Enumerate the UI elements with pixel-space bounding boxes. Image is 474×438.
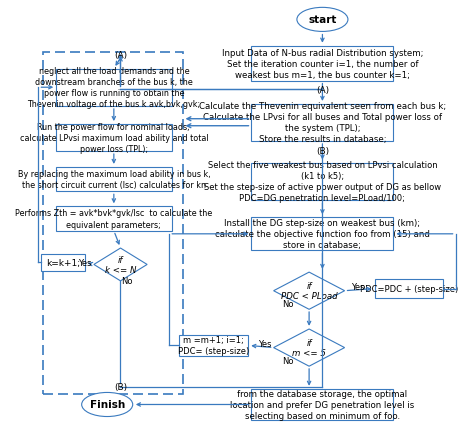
Text: No: No (282, 357, 293, 365)
Text: if
k <= N: if k <= N (105, 255, 136, 275)
Text: (B): (B) (114, 383, 127, 392)
Text: Run the power flow for nominal loads;
calculate LPvsi maximum load ability and t: Run the power flow for nominal loads; ca… (19, 123, 208, 154)
Text: (A): (A) (316, 86, 329, 95)
Text: from the database storage, the optimal
location and prefer DG penetration level : from the database storage, the optimal l… (230, 389, 415, 420)
FancyBboxPatch shape (251, 389, 393, 420)
Text: (B): (B) (316, 147, 329, 156)
Text: (A): (A) (114, 51, 127, 60)
FancyBboxPatch shape (56, 168, 172, 192)
FancyBboxPatch shape (251, 218, 393, 251)
Text: PDC=PDC + (step-size): PDC=PDC + (step-size) (360, 284, 458, 293)
Ellipse shape (297, 8, 348, 32)
Polygon shape (273, 272, 345, 310)
Text: m =m+1; i=1;
PDC= (step-size): m =m+1; i=1; PDC= (step-size) (178, 336, 249, 356)
Text: Yes: Yes (258, 339, 272, 348)
Polygon shape (94, 248, 147, 281)
Ellipse shape (82, 392, 133, 417)
FancyBboxPatch shape (251, 104, 393, 141)
Text: No: No (121, 276, 133, 286)
FancyBboxPatch shape (374, 280, 443, 298)
Text: By replacing the maximum load ability in bus k,
the short circuit current (Isc) : By replacing the maximum load ability in… (18, 170, 210, 190)
Text: No: No (282, 300, 293, 309)
Text: neglect all the load demands and the
downstream branches of the bus k, the
power: neglect all the load demands and the dow… (27, 67, 201, 109)
Text: if
m <= 5: if m <= 5 (292, 338, 326, 357)
FancyBboxPatch shape (56, 125, 172, 152)
Text: Input Data of N-bus radial Distribution system;
Set the iteration counter i=1, t: Input Data of N-bus radial Distribution … (222, 49, 423, 80)
Polygon shape (273, 329, 345, 366)
FancyBboxPatch shape (41, 254, 85, 271)
Text: if
PDC < PLoad: if PDC < PLoad (281, 281, 337, 301)
Text: Select the five weakest bus based on LPvsi calculation
(k1 to k5);
Set the step-: Select the five weakest bus based on LPv… (204, 161, 441, 203)
Text: Finish: Finish (90, 399, 125, 410)
FancyBboxPatch shape (251, 46, 393, 81)
Text: Yes: Yes (351, 283, 365, 292)
FancyBboxPatch shape (56, 207, 172, 231)
Text: start: start (308, 15, 337, 25)
Text: Yes: Yes (78, 258, 91, 267)
Text: Install the DG step-size on weakest bus (km);
calculate the objective function f: Install the DG step-size on weakest bus … (215, 219, 430, 250)
FancyBboxPatch shape (179, 335, 248, 356)
Text: k=k+1;: k=k+1; (46, 258, 80, 267)
FancyBboxPatch shape (56, 70, 172, 106)
Text: Calculate the Thevenin equivalent seen from each bus k;
Calculate the LPvsi for : Calculate the Thevenin equivalent seen f… (199, 102, 446, 144)
Text: Performs Zth = avk*bvk*gvk/Isc  to calculate the
equivalent parameters;: Performs Zth = avk*bvk*gvk/Isc to calcul… (15, 209, 212, 229)
FancyBboxPatch shape (251, 163, 393, 201)
